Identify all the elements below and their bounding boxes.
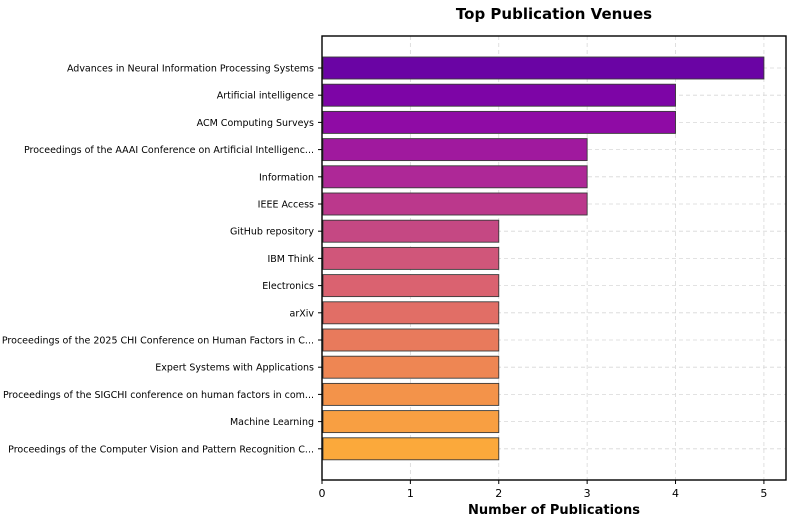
y-tick-label: Proceedings of the 2025 CHI Conference o… [2,336,314,347]
bar [322,301,500,325]
bar [322,382,500,406]
bar [322,165,588,189]
bar [322,56,765,80]
x-tick-label: 3 [584,487,591,500]
y-tick-labels: Advances in Neural Information Processin… [2,64,322,455]
bar [322,437,500,461]
y-tick-label: Expert Systems with Applications [155,363,314,374]
bar [322,410,500,434]
y-tick-label: Machine Learning [230,417,314,428]
y-tick-label: Electronics [262,281,314,292]
y-tick-label: GitHub repository [230,227,314,238]
chart-title: Top Publication Venues [456,5,652,23]
bar [322,83,676,107]
bar [322,192,588,216]
bar [322,219,500,243]
y-tick-label: Information [259,172,314,183]
y-tick-label: IEEE Access [258,200,314,211]
y-tick-label: Proceedings of the Computer Vision and P… [8,444,314,455]
bar [322,138,588,162]
y-tick-label: Proceedings of the SIGCHI conference on … [3,390,314,401]
bar [322,246,500,270]
y-tick-label: Advances in Neural Information Processin… [67,64,314,75]
bar [322,110,676,134]
y-tick-label: IBM Think [267,254,314,265]
x-tick-label: 2 [495,487,502,500]
bar [322,328,500,352]
y-tick-label: arXiv [290,308,315,319]
y-tick-label: Artificial intelligence [217,91,314,102]
bar [322,274,500,298]
y-tick-label: Proceedings of the AAAI Conference on Ar… [24,145,314,156]
bars [322,56,765,461]
x-tick-label: 5 [760,487,767,500]
x-tick-labels: 0 1 2 3 4 5 [319,480,767,500]
y-tick-label: ACM Computing Surveys [197,118,314,129]
x-tick-label: 1 [407,487,414,500]
x-tick-label: 4 [672,487,679,500]
x-tick-label: 0 [319,487,326,500]
bar [322,355,500,379]
x-axis-label: Number of Publications [468,503,640,518]
